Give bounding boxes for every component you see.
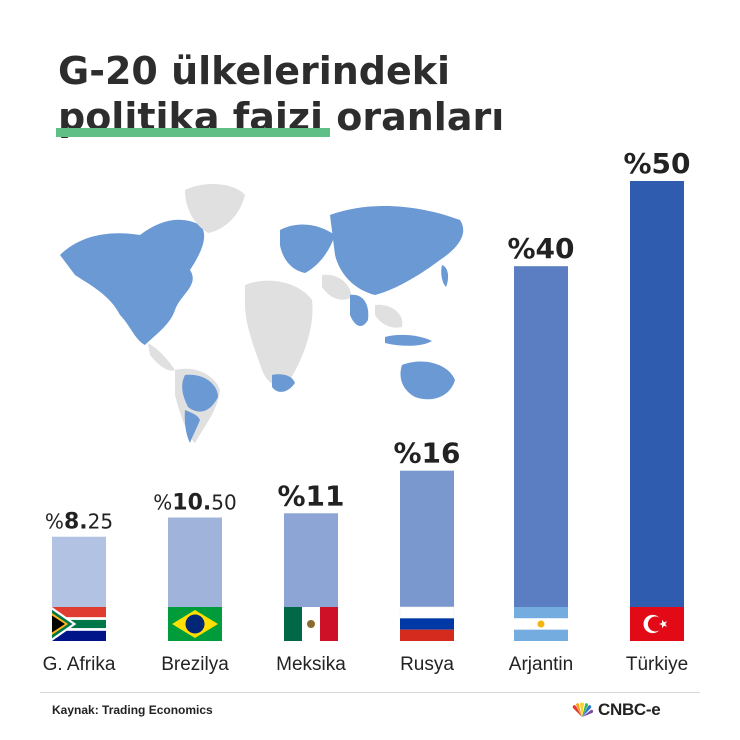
cnbc-e-logo: CNBC-e — [570, 700, 661, 720]
value-label-5: %40 — [507, 232, 574, 265]
value-label-6: %50 — [623, 147, 690, 180]
value-label-4: %16 — [393, 437, 460, 470]
bar-1 — [52, 536, 106, 607]
bar-6 — [630, 181, 684, 607]
north-america-shape — [60, 219, 205, 345]
bar-2 — [168, 517, 222, 607]
greenland-shape — [185, 183, 245, 233]
brand-text: CNBC-e — [598, 700, 661, 719]
bar-3 — [284, 513, 338, 607]
category-label-5: Arjantin — [509, 654, 573, 675]
world-map — [60, 183, 464, 443]
value-label-1: %8.25 — [45, 510, 113, 535]
russia-asia-shape — [330, 205, 464, 295]
category-label-6: Türkiye — [626, 654, 688, 675]
japan-shape — [441, 265, 449, 287]
category-label-2: Brezilya — [161, 654, 229, 675]
middle-east-shape — [322, 274, 352, 300]
south-africa-shape — [272, 374, 295, 392]
title-underline — [56, 128, 330, 137]
indonesia-shape — [385, 334, 432, 346]
bar-4 — [400, 470, 454, 607]
bar-chart: G. Afrika %8.25 Brezilya %10.50 Meksika %11 Ru… — [43, 147, 691, 675]
australia-shape — [400, 361, 455, 400]
value-label-2: %10.50 — [153, 491, 236, 516]
india-shape — [350, 294, 369, 327]
bar-5 — [514, 266, 568, 607]
europe-shape — [280, 224, 335, 273]
brazil-shape — [182, 374, 218, 412]
argentina-flag — [514, 607, 568, 641]
footer-divider — [40, 692, 700, 693]
peacock-icon — [572, 702, 594, 717]
source-text: Kaynak: Trading Economics — [52, 703, 213, 717]
mexico-flag — [284, 607, 338, 641]
value-label-3: %11 — [277, 479, 344, 512]
category-label-1: G. Afrika — [43, 654, 116, 675]
russia-flag — [399, 606, 455, 641]
chart-title: G-20 ülkelerindeki politika faizi oranla… — [58, 48, 504, 140]
southeast-asia-shape — [375, 304, 403, 328]
title-line-1: G-20 ülkelerindeki — [58, 49, 451, 93]
africa-shape — [245, 280, 313, 386]
brazil-flag — [168, 607, 222, 641]
south-africa-flag — [52, 607, 106, 641]
category-label-4: Rusya — [400, 654, 454, 675]
central-america-shape — [148, 343, 175, 371]
turkey-flag — [630, 607, 684, 641]
argentina-shape — [184, 410, 200, 443]
category-label-3: Meksika — [276, 654, 346, 675]
